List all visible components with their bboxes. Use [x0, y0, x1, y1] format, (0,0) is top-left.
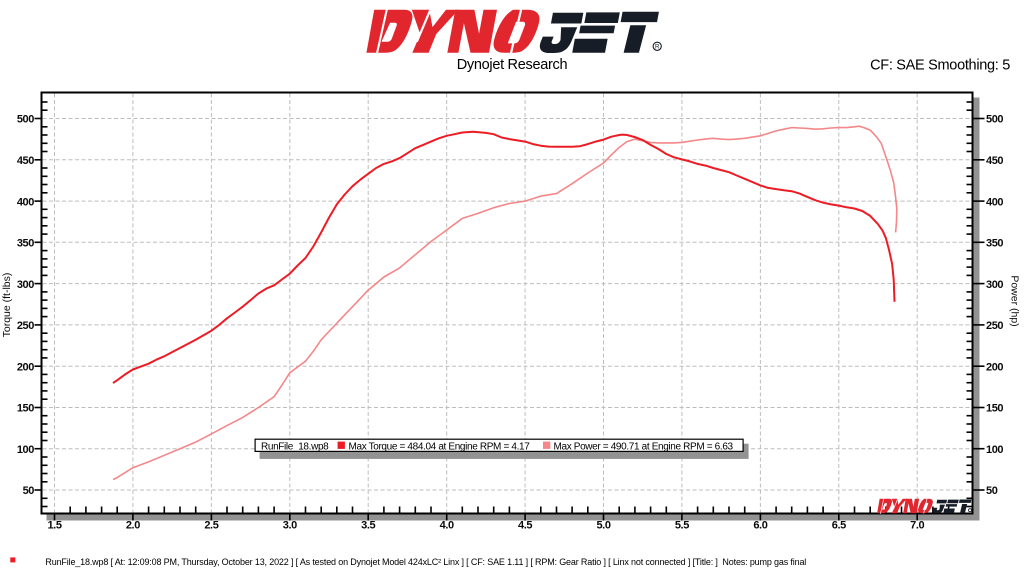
svg-text:50: 50 — [23, 485, 35, 497]
svg-text:150: 150 — [986, 403, 1003, 415]
svg-text:5.0: 5.0 — [596, 520, 610, 532]
svg-text:Max Power = 490.71 at Engine R: Max Power = 490.71 at Engine RPM = 6.63 — [554, 441, 734, 452]
svg-text:2.0: 2.0 — [126, 520, 140, 532]
svg-text:Torque (ft-lbs): Torque (ft-lbs) — [1, 273, 13, 338]
svg-text:50: 50 — [986, 485, 998, 497]
svg-text:CF: SAE Smoothing: 5: CF: SAE Smoothing: 5 — [870, 58, 1010, 74]
svg-text:200: 200 — [17, 361, 34, 373]
svg-text:1.5: 1.5 — [47, 520, 61, 532]
svg-text:RunFile_18.wp8 [ At: 12:09:08: RunFile_18.wp8 [ At: 12:09:08 PM, Thursd… — [45, 557, 806, 567]
svg-text:R: R — [655, 44, 660, 51]
svg-text:500: 500 — [986, 114, 1003, 126]
svg-text:100: 100 — [986, 444, 1003, 456]
svg-text:400: 400 — [986, 196, 1003, 208]
svg-text:350: 350 — [17, 238, 34, 250]
svg-text:2.5: 2.5 — [204, 520, 218, 532]
svg-text:300: 300 — [986, 279, 1003, 291]
svg-text:Power (hp): Power (hp) — [1009, 275, 1021, 326]
svg-text:400: 400 — [17, 196, 34, 208]
svg-text:4.5: 4.5 — [518, 520, 532, 532]
svg-text:200: 200 — [986, 361, 1003, 373]
svg-text:RunFile_18.wp8: RunFile_18.wp8 — [261, 441, 329, 452]
svg-text:Max Torque = 484.04 at Engine: Max Torque = 484.04 at Engine RPM = 4.17 — [349, 441, 531, 452]
svg-text:250: 250 — [986, 320, 1003, 332]
svg-text:500: 500 — [17, 114, 34, 126]
svg-text:3.0: 3.0 — [283, 520, 297, 532]
svg-text:6.5: 6.5 — [832, 520, 846, 532]
svg-text:100: 100 — [17, 444, 34, 456]
svg-text:Dynojet Research: Dynojet Research — [457, 57, 568, 73]
svg-text:150: 150 — [17, 403, 34, 415]
svg-text:7.0: 7.0 — [910, 520, 924, 532]
svg-text:300: 300 — [17, 279, 34, 291]
svg-text:450: 450 — [17, 155, 34, 167]
svg-text:5.5: 5.5 — [675, 520, 689, 532]
svg-text:250: 250 — [17, 320, 34, 332]
svg-text:3.5: 3.5 — [361, 520, 375, 532]
svg-text:450: 450 — [986, 155, 1003, 167]
svg-text:350: 350 — [986, 238, 1003, 250]
svg-text:4.0: 4.0 — [440, 520, 454, 532]
svg-text:6.0: 6.0 — [753, 520, 767, 532]
